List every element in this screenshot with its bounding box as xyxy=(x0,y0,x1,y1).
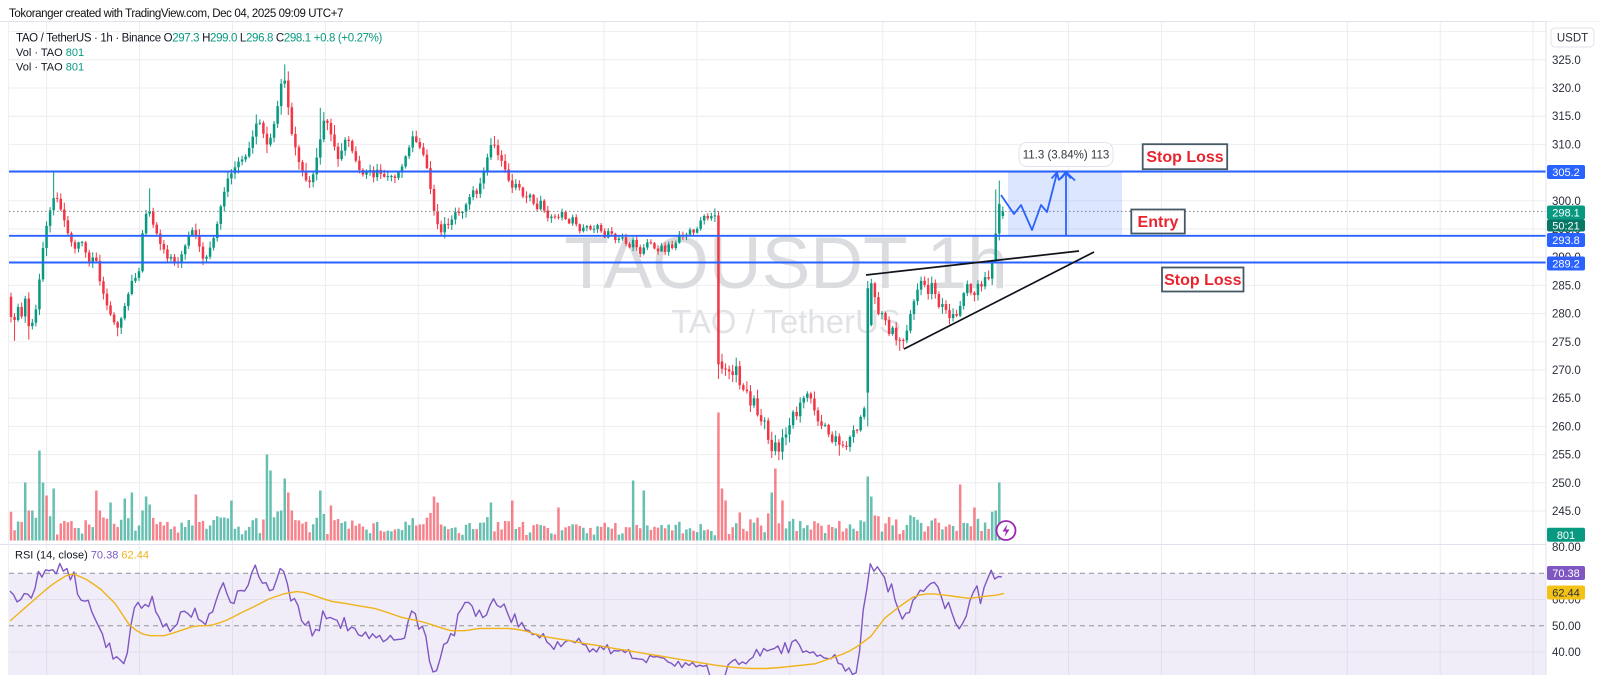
svg-text:250.0: 250.0 xyxy=(1552,478,1581,490)
svg-text:Entry: Entry xyxy=(1138,214,1179,231)
svg-text:280.0: 280.0 xyxy=(1552,309,1581,321)
svg-text:265.0: 265.0 xyxy=(1552,393,1581,405)
svg-text:Vol · TAO 801: Vol · TAO 801 xyxy=(16,62,84,74)
svg-text:245.0: 245.0 xyxy=(1552,506,1581,518)
svg-text:305.2: 305.2 xyxy=(1552,167,1580,179)
svg-text:801: 801 xyxy=(1557,530,1575,542)
svg-text:293.8: 293.8 xyxy=(1552,235,1580,247)
svg-text:40.00: 40.00 xyxy=(1552,647,1581,659)
svg-text:315.0: 315.0 xyxy=(1552,111,1581,123)
svg-text:62.44: 62.44 xyxy=(1552,588,1580,600)
svg-text:325.0: 325.0 xyxy=(1552,55,1581,67)
svg-text:Tokoranger created with Tradin: Tokoranger created with TradingView.com,… xyxy=(9,8,343,20)
svg-text:Stop Loss: Stop Loss xyxy=(1164,272,1241,289)
svg-text:TAO / TetherUS · 1h · Binance: TAO / TetherUS · 1h · Binance O297.3 H29… xyxy=(16,33,383,45)
svg-text:260.0: 260.0 xyxy=(1552,421,1581,433)
svg-text:275.0: 275.0 xyxy=(1552,337,1581,349)
svg-text:Stop Loss: Stop Loss xyxy=(1146,149,1223,166)
svg-text:298.1: 298.1 xyxy=(1552,208,1580,220)
svg-text:50:21: 50:21 xyxy=(1552,221,1580,233)
svg-text:255.0: 255.0 xyxy=(1552,450,1581,462)
svg-text:50.00: 50.00 xyxy=(1552,621,1581,633)
svg-text:70.38: 70.38 xyxy=(1552,568,1580,580)
svg-text:270.0: 270.0 xyxy=(1552,365,1581,377)
svg-text:285.0: 285.0 xyxy=(1552,280,1581,292)
svg-text:80.00: 80.00 xyxy=(1552,542,1581,554)
svg-text:310.0: 310.0 xyxy=(1552,139,1581,151)
svg-text:USDT: USDT xyxy=(1557,33,1588,45)
svg-text:Vol · TAO 801: Vol · TAO 801 xyxy=(16,47,84,59)
svg-text:11.3 (3.84%) 113: 11.3 (3.84%) 113 xyxy=(1023,150,1110,162)
svg-text:300.0: 300.0 xyxy=(1552,196,1581,208)
svg-text:289.2: 289.2 xyxy=(1552,259,1580,271)
svg-text:TAO / TetherUS: TAO / TetherUS xyxy=(671,303,901,340)
svg-text:RSI (14, close) 70.38 62.44: RSI (14, close) 70.38 62.44 xyxy=(15,550,149,562)
svg-text:320.0: 320.0 xyxy=(1552,83,1581,95)
